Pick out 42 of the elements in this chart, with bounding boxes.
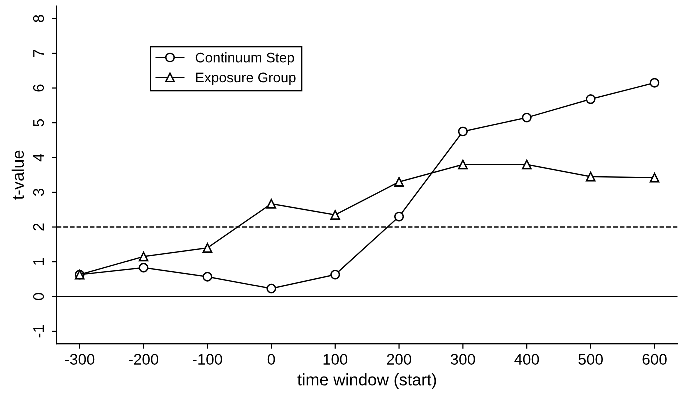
point [650,173,660,183]
point [522,112,532,123]
y-tick-label: 2 [33,224,44,231]
y-tick-label: 0 [33,293,44,300]
x-tick-label: -100 [193,354,222,365]
x-tick-label: 200 [387,354,412,365]
y-tick-label: 6 [33,84,44,92]
point [522,160,532,170]
point [266,199,276,209]
y-axis-title: t-value [12,150,24,200]
point [586,172,596,182]
y-tick-label: -1 [34,325,44,338]
point [202,272,213,282]
point [138,252,149,262]
y-tick-label: 7 [34,50,44,57]
point [138,263,149,273]
x-tick-label: 300 [451,354,476,365]
x-tick-label: 0 [268,354,276,365]
point [330,210,340,220]
x-axis-title: time window (start) [298,374,436,390]
y-tick-label: 4 [34,154,44,162]
x-tick-label: 100 [324,354,348,365]
x-tick-label: -200 [129,354,158,365]
point [202,243,213,253]
x-tick-label: 400 [514,354,540,365]
point [266,284,276,294]
point [394,212,404,222]
legend-label: Exposure Group [196,72,296,86]
point [650,78,660,88]
legend-label: Continuum Step [196,52,294,66]
x-tick-label: 600 [642,354,667,365]
y-tick-label: 3 [33,188,44,196]
point [458,160,468,170]
y-tick-label: 1 [34,258,44,266]
point [458,126,468,137]
x-tick-label: 500 [578,354,604,365]
y-tick-label: 8 [33,15,44,22]
point [394,177,404,187]
point [330,270,340,280]
x-tick-label: -300 [65,354,95,365]
point [586,94,596,104]
y-tick-label: 5 [34,119,44,127]
